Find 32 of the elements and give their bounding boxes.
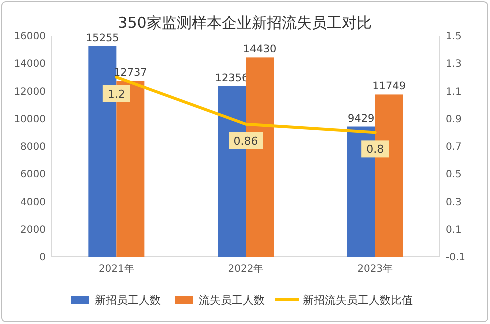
legend-label: 新招员工人数	[95, 294, 161, 307]
data-label: 1.2	[108, 88, 126, 101]
y2-tick-label: -0.1	[446, 252, 466, 264]
y-tick-label: 8000	[20, 142, 46, 153]
data-label: 0.8	[366, 143, 384, 156]
x-tick-label: 2022年	[228, 263, 264, 275]
y-tick-label: 10000	[14, 114, 46, 126]
chart-title: 350家监测样本企业新招流失员工对比	[118, 14, 372, 32]
y2-tick-label: 0.9	[446, 114, 462, 126]
y-tick-label: 2000	[20, 224, 46, 236]
data-label: 0.86	[234, 134, 258, 148]
y-tick-label: 16000	[14, 32, 46, 42]
y2-tick-label: 1.3	[446, 59, 462, 70]
y2-tick-label: 0.7	[446, 142, 462, 153]
data-label: 14430	[243, 44, 277, 56]
y-tick-label: 6000	[20, 170, 46, 181]
y2-tick-label: 1.5	[446, 32, 462, 42]
y-tick-label: 0	[40, 252, 46, 264]
y-tick-label: 14000	[14, 59, 46, 70]
y2-tick-label: 0.3	[446, 197, 462, 208]
y2-tick-label: 0.1	[446, 224, 462, 236]
data-label: 11749	[372, 80, 406, 93]
y2-tick-label: 0.5	[446, 170, 462, 181]
data-label: 9429	[348, 112, 375, 125]
data-label: 15255	[86, 32, 120, 44]
x-tick-label: 2023年	[358, 263, 394, 275]
legend-label: 新招流失员工人数比值	[303, 294, 413, 307]
y-tick-label: 12000	[14, 86, 46, 98]
legend-label: 流失员工人数	[199, 294, 265, 307]
y-tick-label: 4000	[20, 197, 46, 208]
x-tick-label: 2021年	[98, 263, 134, 275]
y2-tick-label: 1.1	[446, 86, 462, 98]
